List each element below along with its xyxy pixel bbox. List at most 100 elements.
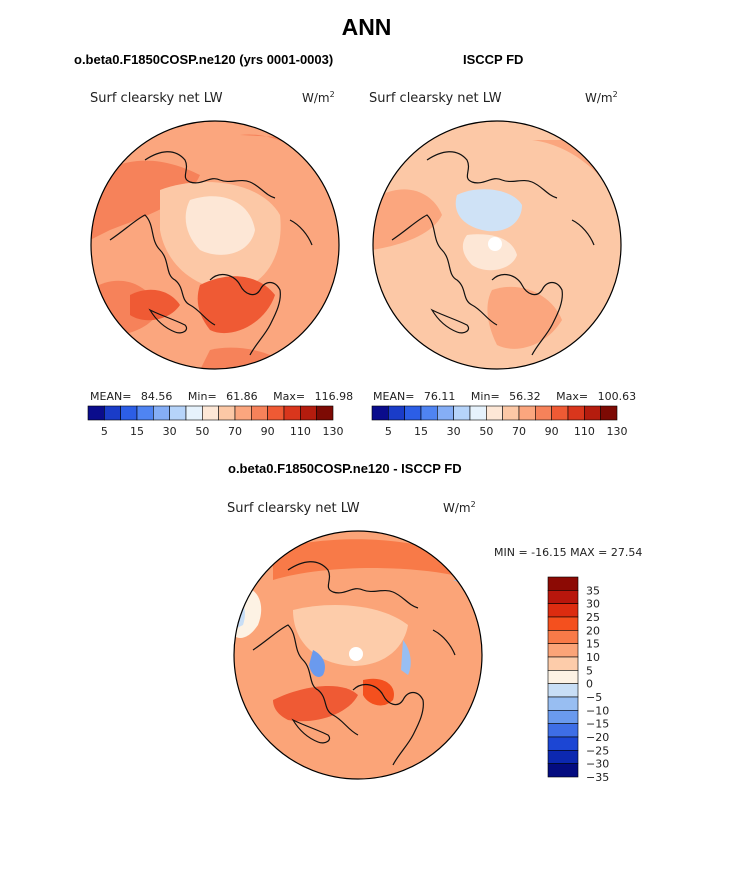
- diff-colorbar-swatch: [547, 603, 579, 618]
- model-colorbar-swatch: [234, 405, 252, 421]
- obs-field-patch: [373, 189, 442, 250]
- diff-colorbar-tick-label: −25: [586, 744, 609, 757]
- obs-colorbar-tick-label: 70: [512, 425, 526, 438]
- diff-coastline: [352, 683, 424, 766]
- diff-variable-label: Surf clearsky net LW: [227, 501, 360, 516]
- diff-colorbar-swatch: [547, 643, 579, 658]
- diff-field-patch: [273, 685, 358, 722]
- obs-variable-label: Surf clearsky net LW: [369, 91, 502, 106]
- diff-colorbar-swatch: [547, 683, 579, 698]
- diff-coastline: [432, 629, 456, 656]
- diff-colorbar-tick-label: −5: [586, 691, 602, 704]
- model-colorbar-swatch: [218, 405, 236, 421]
- model-max-label: Max=: [273, 390, 306, 403]
- diff-polar-map: [233, 530, 483, 780]
- diff-map-border: [233, 530, 483, 780]
- obs-polar-map: [372, 120, 622, 370]
- obs-field-patch: [487, 286, 562, 349]
- model-colorbar-swatch: [104, 405, 121, 421]
- model-colorbar-swatch: [300, 405, 317, 421]
- diff-field-patch: [273, 539, 453, 580]
- model-colorbar-swatch: [251, 405, 268, 421]
- diff-colorbar-tick-label: 30: [586, 598, 600, 611]
- obs-colorbar: 5 15 30 50 70 90 110 130: [371, 405, 628, 438]
- model-colorbar-swatch: [169, 405, 187, 421]
- obs-colorbar-tick-label: 130: [607, 425, 628, 438]
- obs-coastline: [426, 151, 558, 199]
- obs-colorbar-tick-label: 50: [479, 425, 493, 438]
- diff-polar-hole: [349, 647, 363, 661]
- model-mean-value: 84.56: [140, 390, 173, 403]
- model-coastline: [148, 308, 188, 334]
- diff-colorbar-swatch: [547, 763, 579, 778]
- diff-colorbar-swatch: [547, 736, 579, 751]
- diff-colorbar-swatch: [547, 576, 579, 591]
- diff-units-label: W/m2: [443, 500, 476, 515]
- obs-colorbar-swatch: [469, 405, 487, 421]
- model-field-patch: [130, 289, 180, 321]
- model-colorbar-tick-label: 90: [261, 425, 275, 438]
- obs-colorbar-tick-label: 90: [545, 425, 559, 438]
- model-polar-map: [90, 120, 340, 370]
- obs-colorbar-tick-label: 15: [414, 425, 428, 438]
- diff-colorbar-tick-label: 20: [586, 624, 600, 637]
- diff-colorbar-swatch: [547, 710, 579, 724]
- model-variable-label: Surf clearsky net LW: [90, 91, 223, 106]
- obs-colorbar-swatch: [420, 405, 438, 421]
- diff-minmax-text: MIN = -16.15 MAX = 27.54: [494, 546, 643, 559]
- diff-field-patch: [293, 605, 408, 666]
- obs-units-label: W/m2: [585, 90, 618, 105]
- diff-coastline: [291, 718, 331, 744]
- diff-colorbar-tick-label: 35: [586, 584, 600, 597]
- obs-stats: MEAN= 76.11 Min= 56.32 Max= 100.63: [373, 390, 636, 403]
- diff-colorbar-tick-label: 25: [586, 611, 600, 624]
- diff-colorbar-swatch: [547, 630, 579, 644]
- figure-title: ANN: [341, 14, 392, 40]
- diff-colorbar-swatch: [547, 750, 579, 764]
- model-mean-label: MEAN=: [90, 390, 132, 403]
- diff-field-patch: [401, 640, 411, 675]
- obs-colorbar-swatch: [437, 405, 454, 421]
- obs-mean-value: 76.11: [423, 390, 456, 403]
- diff-colorbar-tick-label: −10: [586, 704, 609, 717]
- obs-max-label: Max=: [556, 390, 589, 403]
- obs-colorbar-swatch: [567, 405, 585, 421]
- obs-min-label: Min=: [470, 390, 500, 403]
- model-field-patch: [185, 196, 255, 255]
- obs-colorbar-swatch: [486, 405, 503, 421]
- obs-colorbar-swatch: [388, 405, 405, 421]
- obs-map-border: [372, 120, 622, 370]
- diff-colorbar-swatch: [547, 723, 579, 738]
- model-colorbar-swatch: [283, 405, 301, 421]
- diff-colorbar-swatch: [547, 656, 579, 671]
- model-colorbar-swatch: [202, 405, 219, 421]
- model-map-border: [90, 120, 340, 370]
- obs-colorbar-swatch: [584, 405, 601, 421]
- diff-field-patch: [309, 650, 325, 677]
- model-colorbar-tick-label: 50: [195, 425, 209, 438]
- obs-colorbar-swatch: [551, 405, 569, 421]
- model-colorbar-tick-label: 110: [290, 425, 311, 438]
- model-coastline: [144, 151, 276, 199]
- model-colorbar-swatch: [316, 405, 334, 421]
- model-colorbar-tick-label: 70: [228, 425, 242, 438]
- model-colorbar-swatch: [136, 405, 154, 421]
- model-colorbar-swatch: [120, 405, 138, 421]
- obs-coastline: [571, 219, 595, 246]
- diff-colorbar-swatch: [547, 696, 579, 711]
- obs-colorbar-tick-label: 5: [385, 425, 392, 438]
- diff-colorbar-tick-label: −15: [586, 718, 609, 731]
- obs-field-patch: [462, 234, 517, 271]
- model-field-patch: [197, 276, 275, 334]
- model-colorbar-swatch: [267, 405, 285, 421]
- obs-colorbar-swatch: [371, 405, 389, 421]
- diff-colorbar-tick-label: 5: [586, 664, 593, 677]
- obs-colorbar-swatch: [518, 405, 536, 421]
- model-colorbar-swatch: [153, 405, 170, 421]
- right-panel-header: ISCCP FD: [463, 52, 524, 67]
- model-coastline: [109, 214, 216, 326]
- diff-colorbar-swatch: [547, 590, 579, 604]
- obs-field-patch: [455, 189, 522, 232]
- obs-mean-label: MEAN=: [373, 390, 415, 403]
- model-min-label: Min=: [187, 390, 217, 403]
